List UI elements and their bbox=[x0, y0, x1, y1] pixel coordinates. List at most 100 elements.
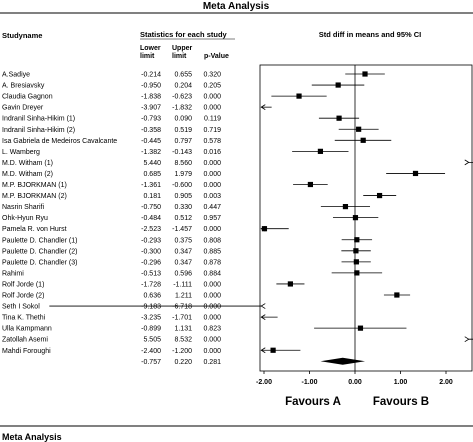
p-value: 0.000 bbox=[203, 348, 221, 355]
summary-pvalue: 0.281 bbox=[203, 359, 221, 366]
p-value: 0.808 bbox=[203, 237, 221, 244]
header-pvalue: p-Value bbox=[204, 53, 229, 60]
upper-limit: 1.211 bbox=[175, 293, 192, 300]
ci-arrow-left bbox=[260, 314, 266, 320]
p-value: 0.000 bbox=[203, 315, 221, 322]
p-value: 0.000 bbox=[203, 337, 221, 344]
point-estimate bbox=[287, 281, 293, 287]
upper-limit: -1.200 bbox=[172, 348, 192, 355]
lower-limit: -0.300 bbox=[141, 248, 161, 255]
upper-limit: 0.090 bbox=[174, 116, 192, 123]
lower-limit: -0.484 bbox=[141, 215, 161, 222]
lower-limit: -1.838 bbox=[141, 94, 161, 101]
upper-limit: -6.718 bbox=[172, 304, 192, 311]
lower-limit: -1.728 bbox=[141, 281, 161, 288]
lower-limit: -0.793 bbox=[141, 116, 161, 123]
study-name: Rolf Jorde (2) bbox=[2, 293, 44, 300]
point-estimate bbox=[353, 248, 359, 254]
study-rows: A.Sadiye -0.214 0.655 0.320 A. Bresiavsky -0.… bbox=[2, 72, 221, 366]
tick-label: 0.00 bbox=[348, 379, 362, 386]
upper-limit: 0.655 bbox=[174, 72, 192, 79]
point-estimate bbox=[317, 148, 324, 154]
upper-limit: 0.347 bbox=[174, 248, 192, 255]
point-estimate bbox=[353, 259, 359, 265]
favours-a-label: Favours A bbox=[285, 396, 341, 408]
p-value: 0.885 bbox=[203, 248, 221, 255]
tick-label: -1.00 bbox=[302, 379, 318, 386]
study-name: Indranil Sinha-Hikim (1) bbox=[2, 116, 75, 123]
header-lower-1: Lower bbox=[140, 45, 161, 52]
lower-limit: -0.214 bbox=[141, 72, 161, 79]
lower-limit: -0.513 bbox=[141, 270, 161, 277]
upper-limit: -1.832 bbox=[172, 105, 192, 112]
study-name: L. Wamberg bbox=[2, 149, 40, 156]
upper-limit: 0.797 bbox=[174, 138, 192, 145]
p-value: 0.119 bbox=[204, 116, 221, 123]
upper-limit: 1.131 bbox=[174, 326, 192, 333]
study-name: Zatollah Asemi bbox=[2, 337, 48, 344]
summary-diamond bbox=[320, 357, 366, 365]
summary-lower: -0.757 bbox=[141, 359, 161, 366]
ci-arrow-left bbox=[260, 104, 266, 110]
study-name: M.D. Witham (2) bbox=[2, 171, 53, 178]
study-name: Rahimi bbox=[2, 270, 24, 277]
header-stats: Statistics for each study bbox=[140, 30, 228, 39]
lower-limit: -2.523 bbox=[141, 226, 161, 233]
lower-limit: -0.296 bbox=[141, 259, 161, 266]
p-value: 0.884 bbox=[203, 270, 221, 277]
upper-limit: -0.600 bbox=[172, 182, 192, 189]
lower-limit: -2.400 bbox=[141, 348, 161, 355]
p-value: 0.878 bbox=[203, 259, 221, 266]
point-estimate bbox=[362, 71, 368, 77]
tick-label: 2.00 bbox=[439, 379, 453, 386]
plot-frame bbox=[259, 64, 473, 372]
point-estimate bbox=[270, 347, 276, 353]
point-estimate bbox=[354, 270, 360, 276]
header-upper-1: Upper bbox=[172, 45, 193, 52]
lower-limit: -0.899 bbox=[141, 326, 161, 333]
lower-limit: -1.361 bbox=[141, 182, 161, 189]
study-name: M.P. BJORKMAN (2) bbox=[2, 193, 67, 200]
upper-limit: 0.330 bbox=[174, 204, 192, 211]
lower-limit: -0.445 bbox=[141, 138, 161, 145]
upper-limit: 1.979 bbox=[174, 171, 192, 178]
study-name: Tina K. Thethi bbox=[2, 315, 46, 322]
p-value: 0.003 bbox=[203, 193, 221, 200]
header-lower-2: limit bbox=[140, 53, 155, 60]
p-value: 0.719 bbox=[203, 127, 221, 134]
p-value: 0.000 bbox=[203, 160, 221, 167]
study-name: Ulla Kampmann bbox=[2, 326, 52, 333]
upper-limit: -0.623 bbox=[172, 94, 192, 101]
p-value: 0.000 bbox=[203, 171, 221, 178]
p-value: 0.320 bbox=[203, 72, 221, 79]
upper-limit: 0.596 bbox=[174, 270, 192, 277]
study-name: Rolf Jorde (1) bbox=[2, 281, 44, 288]
point-estimate bbox=[307, 181, 314, 188]
lower-limit: 5.440 bbox=[143, 160, 161, 167]
p-value: 0.447 bbox=[203, 204, 221, 211]
p-value: 0.000 bbox=[203, 304, 221, 311]
p-value: 0.000 bbox=[203, 226, 221, 233]
lower-limit: -0.950 bbox=[141, 83, 161, 90]
ci-arrow-right bbox=[464, 159, 470, 166]
point-estimate bbox=[342, 204, 349, 210]
study-name: Gavin Dreyer bbox=[2, 105, 44, 112]
favours-b-label: Favours B bbox=[373, 396, 429, 408]
study-name: Ohk-Hyun Ryu bbox=[2, 215, 48, 222]
study-name: A. Bresiavsky bbox=[2, 83, 45, 90]
p-value: 0.000 bbox=[203, 293, 221, 300]
header-study: Studyname bbox=[2, 31, 42, 40]
ci-arrow-right bbox=[464, 336, 470, 343]
study-name: Pamela R. von Hurst bbox=[2, 226, 67, 233]
tick-label: -2.00 bbox=[256, 379, 272, 386]
upper-limit: 8.532 bbox=[174, 337, 192, 344]
study-name: M.P. BJORKMAN (1) bbox=[2, 182, 67, 189]
upper-limit: 0.204 bbox=[174, 83, 192, 90]
lower-limit: -0.293 bbox=[141, 237, 161, 244]
point-estimate bbox=[261, 226, 268, 232]
study-name: M.D. Witham (1) bbox=[2, 160, 53, 167]
study-name: A.Sadiye bbox=[2, 72, 30, 79]
study-name: Nasrin Sharifi bbox=[2, 204, 44, 211]
p-value: 0.205 bbox=[203, 83, 221, 90]
p-value: 0.578 bbox=[203, 138, 221, 145]
